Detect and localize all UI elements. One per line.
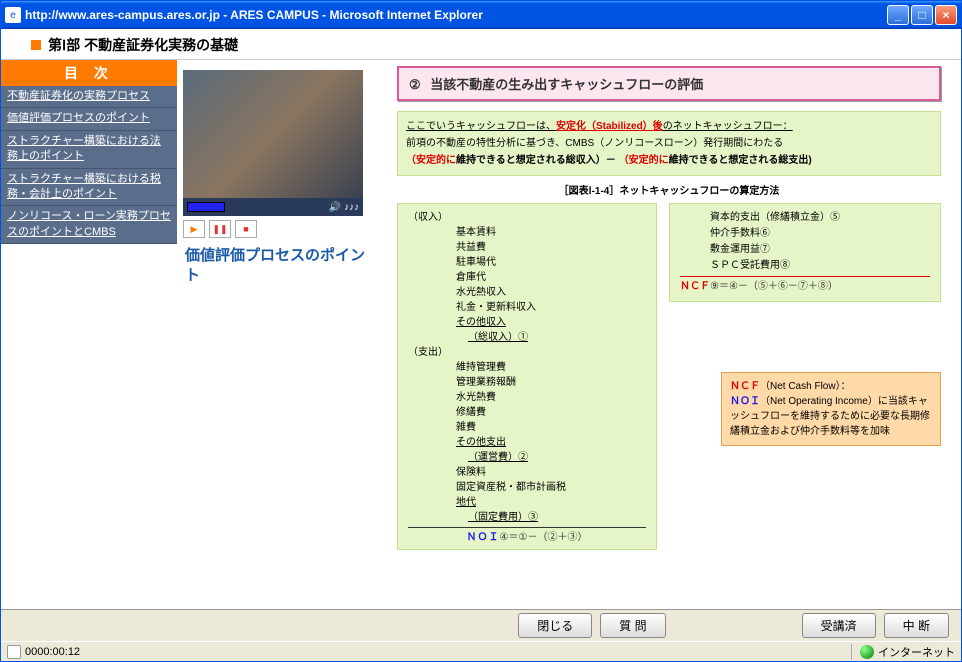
income-item: 水光熱収入 xyxy=(456,285,646,300)
statusbar: 0000:00:12 インターネット xyxy=(1,641,961,661)
expense-item: 水光熱費 xyxy=(456,390,646,405)
titlebar: e http://www.ares-campus.ares.or.jp - AR… xyxy=(1,1,961,29)
page-header: 第Ⅰ部 不動産証券化実務の基礎 xyxy=(1,29,961,60)
expense-item: 雑費 xyxy=(456,420,646,435)
ncf-item: 仲介手数料⑥ xyxy=(710,226,930,242)
pause-button[interactable]: ❚❚ xyxy=(209,220,231,238)
page-title: 第Ⅰ部 不動産証券化実務の基礎 xyxy=(48,37,238,53)
def-line3c: （安定的に xyxy=(619,155,669,166)
window-buttons: _ □ × xyxy=(887,5,957,25)
section-number: ② xyxy=(409,77,421,92)
titlebar-text: http://www.ares-campus.ares.or.jp - ARES… xyxy=(25,8,887,22)
header-bullet-icon xyxy=(31,40,41,50)
income-label: （収入） xyxy=(408,210,646,225)
income-item: 倉庫代 xyxy=(456,270,646,285)
status-zone: インターネット xyxy=(878,644,955,660)
ncf-formula: ＮＣＦ⑨＝④－（⑤＋⑥－⑦＋⑧） xyxy=(680,276,930,295)
playback-buttons: ▶ ❚❚ ■ xyxy=(183,216,371,242)
main-area: 目 次 不動産証券化の実務プロセス 価値評価プロセスのポイント ストラクチャー構… xyxy=(1,60,961,609)
def-line3b: 維持できると想定される総収入）－ xyxy=(456,155,619,166)
noi-calc-box: （収入） 基本賃料 共益費 駐車場代 倉庫代 水光熱収入 礼金・更新料収入 その… xyxy=(397,203,657,550)
noi-full: （Net Operating Income） xyxy=(760,396,878,407)
expense-op: （運営費）② xyxy=(468,450,646,465)
def-line3a: （安定的に xyxy=(406,155,456,166)
ncf-item: 敷金運用益⑦ xyxy=(710,242,930,258)
income-other: その他収入 xyxy=(456,315,646,330)
close-button[interactable]: 閉じる xyxy=(518,613,592,638)
expense-fixed: （固定費用）③ xyxy=(468,510,646,525)
video-progress[interactable] xyxy=(187,202,225,212)
expense-label: （支出） xyxy=(408,345,646,360)
content-panel: ② 当該不動産の生み出すキャッシュフローの評価 ここでいうキャッシュフローは、安… xyxy=(377,60,961,609)
definition-box: ここでいうキャッシュフローは、安定化（Stabilized）後のネットキャッシュ… xyxy=(397,111,941,176)
video-title: 価値評価プロセスのポイント xyxy=(183,242,371,289)
completed-button[interactable]: 受講済 xyxy=(802,613,876,638)
video-player: 🔊 ♪♪♪ xyxy=(183,70,363,216)
income-total: （総収入）① xyxy=(468,330,646,345)
video-control-bar: 🔊 ♪♪♪ xyxy=(183,198,363,216)
noi-label: ＮＯＩ xyxy=(730,396,760,407)
ncf-definition-box: ＮＣＦ（Net Cash Flow）： ＮＯＩ（Net Operating In… xyxy=(721,372,941,446)
income-item: 共益費 xyxy=(456,240,646,255)
sidebar-list: 不動産証券化の実務プロセス 価値評価プロセスのポイント ストラクチャー構築におけ… xyxy=(1,86,177,244)
content-area: 第Ⅰ部 不動産証券化実務の基礎 目 次 不動産証券化の実務プロセス 価値評価プロ… xyxy=(1,29,961,641)
play-button[interactable]: ▶ xyxy=(183,220,205,238)
noi-formula: ＮＯＩ④＝①－（②＋③） xyxy=(408,527,646,545)
calculation-diagram: （収入） 基本賃料 共益費 駐車場代 倉庫代 水光熱収入 礼金・更新料収入 その… xyxy=(397,203,941,550)
sidebar-item-0[interactable]: 不動産証券化の実務プロセス xyxy=(1,86,177,108)
close-window-button[interactable]: × xyxy=(935,5,957,25)
sidebar-item-1[interactable]: 価値評価プロセスのポイント xyxy=(1,108,177,130)
income-item: 基本賃料 xyxy=(456,225,646,240)
video-frame[interactable] xyxy=(183,70,363,198)
expense-item: 管理業務報酬 xyxy=(456,375,646,390)
def-line1b: 安定化（Stabilized）後 xyxy=(556,121,663,132)
maximize-button[interactable]: □ xyxy=(911,5,933,25)
def-line1c: のネットキャッシュフロー： xyxy=(663,121,793,132)
status-left: 0000:00:12 xyxy=(7,645,845,659)
ncf-full: （Net Cash Flow）： xyxy=(760,381,851,392)
app-window: e http://www.ares-campus.ares.or.jp - AR… xyxy=(0,0,962,662)
expense-item: 固定資産税・都市計画税 xyxy=(456,480,646,495)
ncf-calc-box: 資本的支出（修繕積立金）⑤ 仲介手数料⑥ 敷金運用益⑦ ＳＰＣ受託費用⑧ ＮＣＦ… xyxy=(669,203,941,302)
video-column: 🔊 ♪♪♪ ▶ ❚❚ ■ 価値評価プロセスのポイント xyxy=(177,60,377,609)
suspend-button[interactable]: 中 断 xyxy=(884,613,949,638)
status-right: インターネット xyxy=(851,644,955,660)
sidebar-item-4[interactable]: ノンリコース・ローン実務プロセスのポイントとCMBS xyxy=(1,206,177,244)
section-title: 当該不動産の生み出すキャッシュフローの評価 xyxy=(430,77,703,92)
ncf-item: 資本的支出（修繕積立金）⑤ xyxy=(710,210,930,226)
section-heading: ② 当該不動産の生み出すキャッシュフローの評価 xyxy=(397,66,941,101)
minimize-button[interactable]: _ xyxy=(887,5,909,25)
ie-icon: e xyxy=(5,7,21,23)
expense-land: 地代 xyxy=(456,495,646,510)
right-calc-column: 資本的支出（修繕積立金）⑤ 仲介手数料⑥ 敷金運用益⑦ ＳＰＣ受託費用⑧ ＮＣＦ… xyxy=(669,203,941,446)
sidebar-item-2[interactable]: ストラクチャー構築における法務上のポイント xyxy=(1,131,177,169)
def-line3d: 維持できると想定される総支出) xyxy=(669,155,812,166)
expense-item: 保険料 xyxy=(456,465,646,480)
income-item: 礼金・更新料収入 xyxy=(456,300,646,315)
sidebar-title: 目 次 xyxy=(1,60,177,86)
question-button[interactable]: 質 問 xyxy=(600,613,665,638)
diagram-title: ［図表Ⅰ-1-4］ネットキャッシュフローの算定方法 xyxy=(397,182,941,197)
status-time: 0000:00:12 xyxy=(25,646,80,658)
bottom-toolbar: 閉じる 質 問 受講済 中 断 xyxy=(1,609,961,641)
sidebar-item-3[interactable]: ストラクチャー構築における税務・会計上のポイント xyxy=(1,169,177,207)
ncf-label: ＮＣＦ xyxy=(730,381,760,392)
stop-button[interactable]: ■ xyxy=(235,220,257,238)
sidebar: 目 次 不動産証券化の実務プロセス 価値評価プロセスのポイント ストラクチャー構… xyxy=(1,60,177,609)
internet-zone-icon xyxy=(860,645,874,659)
page-icon xyxy=(7,645,21,659)
def-line2: 前項の不動産の特性分析に基づき、CMBS（ノンリコースローン）発行期間にわたる xyxy=(406,135,932,152)
expense-other: その他支出 xyxy=(456,435,646,450)
income-item: 駐車場代 xyxy=(456,255,646,270)
expense-item: 維持管理費 xyxy=(456,360,646,375)
ncf-item: ＳＰＣ受託費用⑧ xyxy=(710,258,930,274)
expense-item: 修繕費 xyxy=(456,405,646,420)
def-line1a: ここでいうキャッシュフローは、 xyxy=(406,121,556,132)
sound-icon[interactable]: 🔊 ♪♪♪ xyxy=(329,202,359,213)
